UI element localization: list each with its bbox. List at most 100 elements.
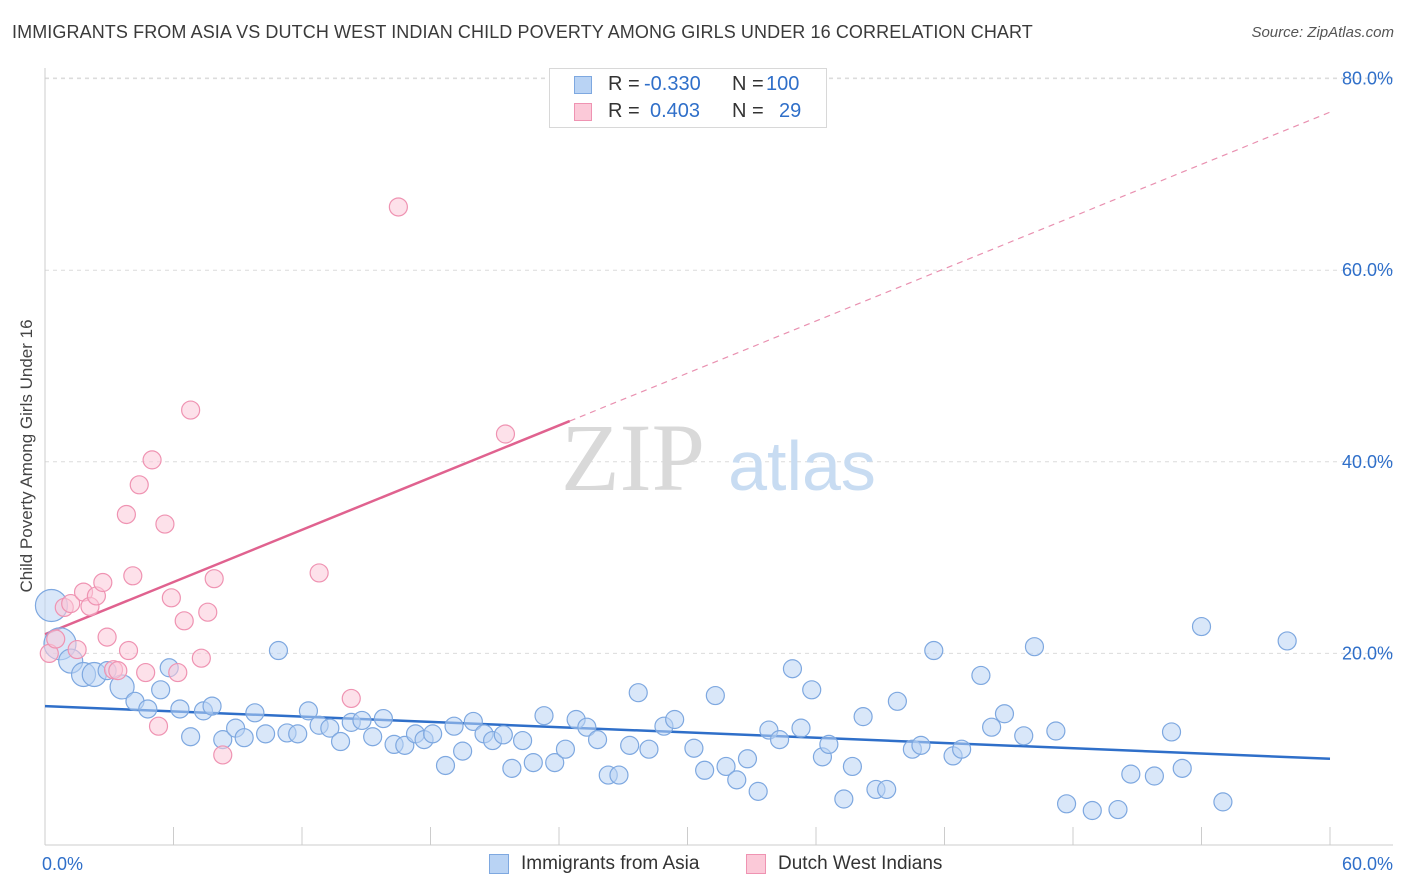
point-asia (639, 739, 659, 759)
point-asia (202, 696, 222, 716)
chart-title: IMMIGRANTS FROM ASIA VS DUTCH WEST INDIA… (12, 22, 1033, 42)
point-asia (181, 727, 201, 747)
point-dutch (67, 639, 87, 660)
watermark: ZIP atlas (561, 404, 876, 511)
point-asia (924, 640, 944, 661)
point-asia (268, 640, 289, 661)
n-value: 29 (779, 100, 802, 122)
point-dutch (204, 569, 224, 589)
point-asia (255, 724, 276, 744)
legend-swatch-blue (574, 76, 592, 94)
point-asia (423, 724, 443, 744)
point-dutch (97, 627, 117, 647)
point-dutch (198, 602, 218, 622)
point-asia (587, 730, 608, 750)
point-dutch (123, 566, 143, 586)
x-tick-label: 60.0% (1342, 854, 1393, 874)
point-dutch (174, 611, 194, 631)
point-asia (1144, 766, 1164, 786)
y-tick-label: 20.0% (1342, 643, 1393, 663)
point-dutch (148, 716, 169, 736)
watermark-zip: ZIP (561, 404, 705, 511)
point-asia (1191, 616, 1212, 637)
point-asia (716, 756, 736, 777)
y-tick-label: 40.0% (1342, 452, 1393, 472)
r-label: R = (608, 100, 640, 122)
point-asia (523, 753, 543, 773)
correlation-legend: R = -0.330 N = 100 R = 0.403 N = 29 (549, 68, 827, 128)
point-asia (665, 709, 685, 730)
point-dutch (495, 424, 516, 444)
point-asia (298, 701, 319, 721)
n-label: N = (732, 73, 764, 95)
n-value: 100 (766, 73, 800, 95)
point-asia (463, 711, 483, 732)
legend-label: Immigrants from Asia (521, 853, 700, 874)
r-value: -0.330 (644, 73, 701, 95)
point-asia (748, 781, 768, 801)
y-tick-label: 60.0% (1342, 260, 1393, 280)
point-asia (373, 708, 393, 729)
point-asia (819, 734, 839, 755)
point-asia (170, 699, 190, 719)
point-dutch (341, 688, 361, 709)
point-dutch (116, 504, 136, 525)
trend-line-pink (44, 419, 571, 636)
point-dutch (142, 450, 162, 470)
point-dutch (161, 588, 181, 608)
r-value: 0.403 (650, 100, 701, 122)
point-asia (493, 725, 513, 745)
point-asia (727, 770, 747, 790)
point-dutch (61, 593, 81, 614)
point-asia (545, 753, 565, 773)
point-asia (502, 758, 522, 778)
point-asia (1121, 764, 1141, 784)
point-asia (1046, 721, 1066, 741)
legend-label: Dutch West Indians (778, 853, 943, 874)
point-asia (737, 749, 758, 769)
source-label: Source: ZipAtlas.com (1251, 24, 1394, 41)
point-asia (769, 730, 790, 750)
point-asia (138, 699, 158, 719)
point-dutch (213, 745, 233, 765)
point-dutch (309, 563, 329, 583)
point-asia (834, 789, 854, 809)
point-asia (1213, 792, 1233, 812)
point-asia (435, 755, 456, 776)
point-asia (151, 680, 171, 700)
point-asia (705, 685, 725, 706)
point-asia (791, 718, 811, 738)
r-label: R = (608, 73, 640, 95)
n-label: N = (732, 100, 764, 122)
axes (44, 68, 1393, 846)
point-asia (352, 710, 372, 731)
point-asia (982, 717, 1002, 737)
point-asia (887, 691, 907, 711)
point-dutch (168, 662, 188, 683)
point-asia (802, 680, 822, 700)
point-asia (1082, 800, 1102, 821)
point-asia (234, 728, 254, 748)
y-tick-label: 80.0% (1342, 69, 1393, 89)
point-asia (842, 756, 863, 777)
point-asia (245, 703, 265, 723)
point-dutch (108, 661, 128, 681)
point-asia (1277, 631, 1297, 651)
point-dutch (93, 572, 113, 593)
watermark-atlas: atlas (728, 427, 876, 505)
point-asia (577, 717, 597, 737)
point-asia (320, 718, 340, 738)
trend-line-pink-extension (569, 111, 1331, 422)
point-asia (684, 738, 704, 758)
grid (45, 77, 1393, 654)
point-asia (952, 739, 972, 759)
point-dutch (191, 648, 211, 668)
point-asia (971, 665, 991, 686)
y-axis-label: Child Poverty Among Girls Under 16 (17, 319, 36, 592)
point-asia (1014, 726, 1034, 746)
point-asia (628, 683, 648, 703)
series-legend: Immigrants from Asia Dutch West Indians (0, 852, 1406, 878)
point-asia (444, 716, 464, 736)
point-asia (782, 659, 803, 679)
